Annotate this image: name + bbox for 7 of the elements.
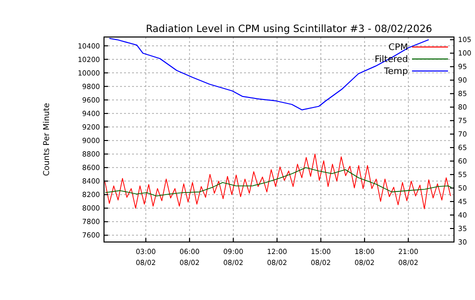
line-series bbox=[104, 154, 451, 210]
legend-label: CPM bbox=[388, 43, 408, 53]
line-series bbox=[104, 167, 452, 196]
line-series bbox=[108, 38, 430, 110]
chart-title: Radiation Level in CPM using Scintillator #3 - 08/02/2026 bbox=[146, 24, 432, 35]
legend-label: Temp bbox=[383, 67, 408, 77]
y-axis-title: Counts Per Minute bbox=[42, 102, 51, 176]
